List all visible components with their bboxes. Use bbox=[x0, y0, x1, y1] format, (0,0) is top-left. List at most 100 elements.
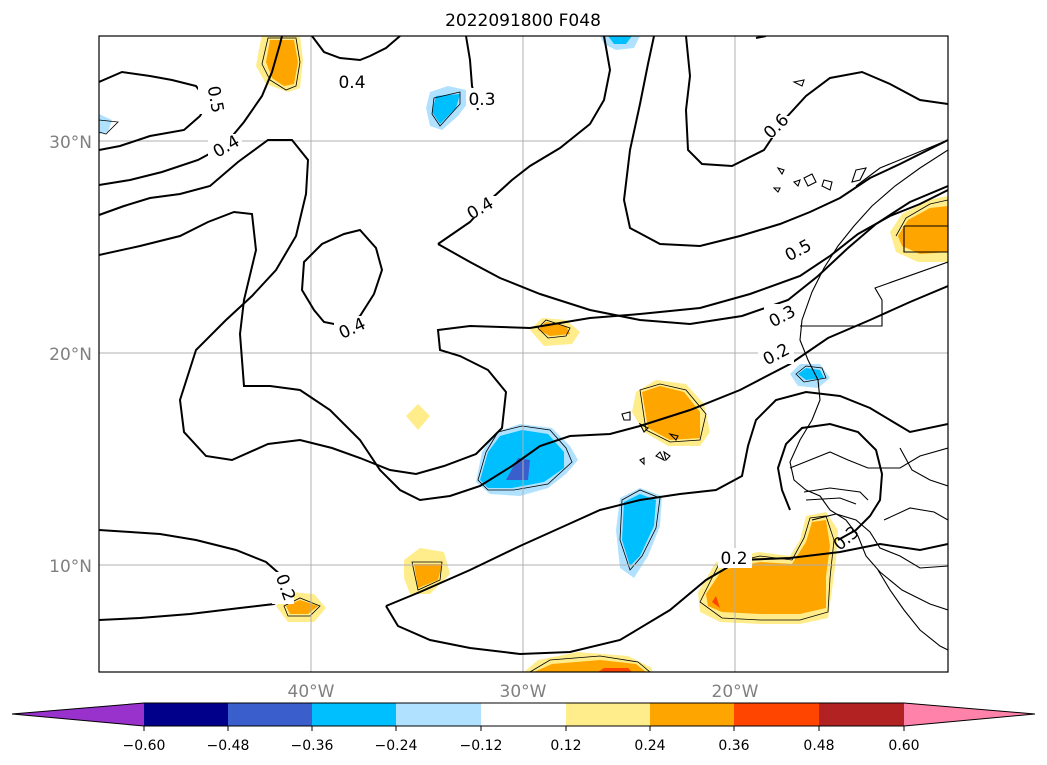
island-outline bbox=[803, 173, 817, 187]
colorbar-segment bbox=[566, 703, 651, 726]
shade-yellow bbox=[406, 404, 430, 430]
colorbar-tick-label: 0.24 bbox=[634, 738, 665, 754]
colorbar-tick-label: −0.48 bbox=[207, 738, 250, 754]
shade-redorange bbox=[712, 596, 720, 608]
island-outline bbox=[621, 411, 631, 421]
shade-outline bbox=[283, 597, 321, 617]
island-outline bbox=[851, 167, 867, 183]
colorbar-ticks bbox=[143, 726, 905, 731]
colorbar-extend-left bbox=[12, 703, 144, 726]
shade-outline bbox=[619, 489, 661, 571]
contour-0.4-arc bbox=[99, 139, 948, 476]
colorbar-segment bbox=[144, 703, 229, 726]
map-title: 2022091800 F048 bbox=[445, 11, 601, 31]
shade-outline bbox=[639, 383, 707, 443]
shade-outlines bbox=[99, 37, 948, 672]
contour-0.3-senegal bbox=[776, 422, 884, 541]
shade-skyblue bbox=[622, 494, 656, 566]
island-outline bbox=[792, 79, 805, 87]
clabel-bg bbox=[758, 342, 794, 364]
contour-0.2-lower bbox=[385, 542, 948, 656]
clabel-bg bbox=[334, 316, 370, 338]
shade-orange bbox=[642, 386, 700, 440]
shade-outline bbox=[537, 319, 571, 339]
clabel-bg bbox=[718, 548, 752, 568]
colorbar-tick-label: 0.12 bbox=[550, 738, 581, 754]
country-border bbox=[855, 139, 948, 187]
lon-label-40w: 40°W bbox=[288, 682, 335, 702]
colorbar-segment bbox=[396, 703, 481, 726]
country-border bbox=[903, 226, 948, 253]
clabel-bg bbox=[764, 304, 800, 326]
colorbar-tick-label: 0.60 bbox=[888, 738, 919, 754]
shade-royalblue bbox=[506, 458, 530, 480]
lat-label-30n: 30°N bbox=[49, 133, 92, 153]
shade-redorange bbox=[598, 668, 632, 672]
lat-label-20n: 20°N bbox=[49, 345, 92, 365]
colorbar-segment bbox=[734, 703, 819, 726]
clabel-bg bbox=[760, 116, 794, 138]
colorbar-tick-label: −0.24 bbox=[375, 738, 418, 754]
shade-orange bbox=[266, 40, 298, 86]
colorbar-extend-right bbox=[904, 703, 1035, 726]
shade-lightblue bbox=[99, 114, 112, 134]
colorbar-tick-label: −0.12 bbox=[460, 738, 503, 754]
africa-coastline bbox=[789, 149, 948, 611]
contour-label: 0.3 bbox=[468, 90, 495, 110]
contour-label: 0.2 bbox=[720, 549, 747, 569]
colorbar-segment bbox=[481, 703, 566, 726]
island-outline bbox=[668, 432, 679, 441]
shade-outline bbox=[477, 425, 573, 491]
contour-0.2 bbox=[385, 390, 948, 607]
island-outline bbox=[821, 179, 833, 191]
colorbar-segment bbox=[312, 703, 397, 726]
colorbar-segment bbox=[819, 703, 904, 726]
shade-orange bbox=[898, 206, 948, 254]
shade-orange bbox=[414, 564, 442, 588]
contour-label: 0.5 bbox=[203, 84, 227, 114]
clabel-bg bbox=[782, 238, 818, 260]
shade-skyblue bbox=[432, 94, 460, 124]
map-area: 0.5 0.4 0.4 0.3 0.4 0.4 0.6 0.5 0.3 0.2 … bbox=[99, 36, 948, 672]
clabel-bg bbox=[272, 572, 294, 604]
lat-label-10n: 10°N bbox=[49, 557, 92, 577]
colorbar-segment bbox=[228, 703, 313, 726]
coastlines bbox=[621, 79, 948, 651]
shade-outline bbox=[99, 119, 119, 135]
country-border bbox=[789, 447, 948, 469]
island-outline bbox=[638, 422, 649, 433]
lon-label-20w: 20°W bbox=[712, 682, 759, 702]
country-border bbox=[811, 513, 948, 569]
lon-label-30w: 30°W bbox=[500, 682, 547, 702]
contour-label: 0.4 bbox=[338, 73, 365, 93]
clabel-bg bbox=[198, 84, 220, 114]
colorbar-tick-label: 0.36 bbox=[718, 738, 749, 754]
island-outline bbox=[655, 451, 666, 462]
map-frame bbox=[98, 35, 949, 673]
shade-outline bbox=[795, 365, 827, 383]
colorbar-segment bbox=[650, 703, 735, 726]
clabel-bg bbox=[336, 72, 370, 92]
contour-0.3-upper bbox=[99, 210, 948, 502]
country-border bbox=[899, 447, 948, 487]
island-outline bbox=[639, 457, 645, 466]
shade-outline bbox=[431, 91, 461, 127]
country-border bbox=[805, 497, 857, 505]
shade-outline bbox=[895, 199, 948, 237]
shade-outline bbox=[699, 515, 835, 621]
colorbar-tick-label: −0.60 bbox=[123, 738, 166, 754]
island-outline bbox=[776, 166, 785, 176]
country-border bbox=[877, 569, 948, 651]
clabel-bg bbox=[462, 196, 498, 218]
contour-0.4-mid bbox=[311, 36, 401, 62]
shade-skyblue bbox=[798, 368, 824, 380]
island-outline bbox=[772, 187, 781, 193]
colorbar-tick-label: −0.36 bbox=[291, 738, 334, 754]
shade-outline bbox=[411, 561, 443, 591]
country-border bbox=[803, 487, 869, 501]
contour-0.4-upper-center bbox=[437, 185, 948, 326]
clabel-bg bbox=[466, 88, 500, 108]
colorbar: −0.60 −0.48 −0.36 −0.24 −0.12 0.12 0.24 … bbox=[11, 702, 1036, 754]
shade-outline bbox=[261, 37, 301, 91]
